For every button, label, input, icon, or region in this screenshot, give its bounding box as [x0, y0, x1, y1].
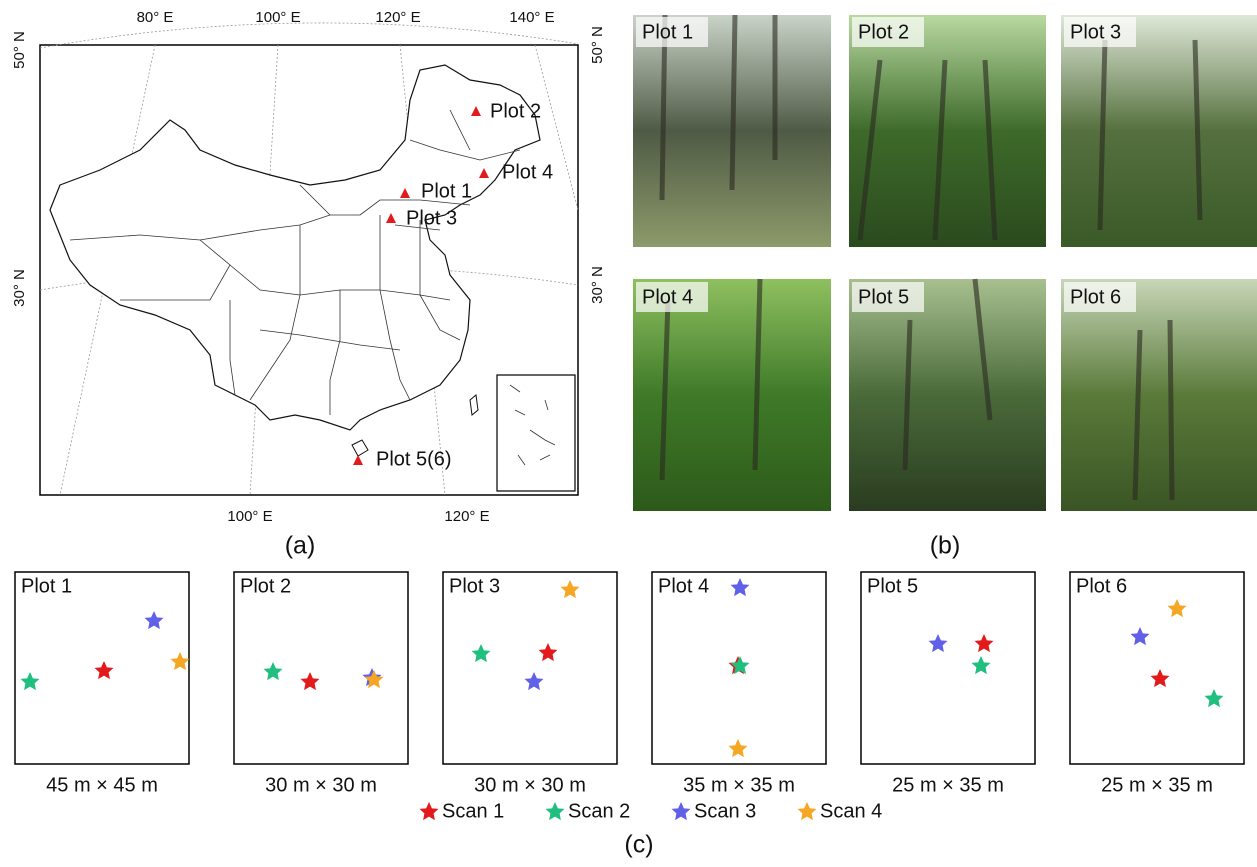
- plot-label: Plot 4: [658, 575, 709, 597]
- lon-tick-label: 140° E: [509, 9, 554, 26]
- photo-label: Plot 4: [642, 286, 693, 308]
- photo-label: Plot 1: [642, 21, 693, 43]
- legend-label: Scan 3: [694, 800, 756, 822]
- lat-tick-label: 30° N: [589, 266, 606, 304]
- photo: [1061, 15, 1257, 247]
- photo: [849, 15, 1046, 247]
- panel-caption: (a): [285, 532, 316, 560]
- plot-size: 25 m × 35 m: [1101, 774, 1213, 796]
- photo-label: Plot 6: [1070, 286, 1121, 308]
- plot-box: Plot 6 25 m × 35 m: [1070, 572, 1244, 796]
- plot-label: Plot 5: [867, 575, 918, 597]
- legend-label: Scan 4: [820, 800, 882, 822]
- legend: Scan 1 Scan 2 Scan 3 Scan 4: [420, 800, 883, 822]
- plot-size: 30 m × 30 m: [474, 774, 586, 796]
- lon-tick-label: 120° E: [444, 508, 489, 525]
- scan-panel: Plot 1 45 m × 45 m Plot 2 30 m × 30 m Pl…: [15, 572, 1244, 859]
- plot-size: 35 m × 35 m: [683, 774, 795, 796]
- panel-caption: (c): [624, 831, 653, 859]
- lat-tick-label: 50° N: [11, 31, 28, 69]
- lat-tick-label: 30° N: [11, 269, 28, 307]
- site-label: Plot 2: [490, 100, 541, 122]
- lon-tick-label: 100° E: [255, 9, 300, 26]
- legend-label: Scan 2: [568, 800, 630, 822]
- photo-panel: Plot 1 Plot 2 Plot 3 Plot 4 Plot 5 Plot …: [633, 15, 1257, 560]
- legend-label: Scan 1: [442, 800, 504, 822]
- lat-tick-label: 50° N: [589, 26, 606, 64]
- figure: Plot 2 Plot 4 Plot 1 Plot 3 Plot 5(6) 80…: [0, 0, 1257, 867]
- plot-size: 45 m × 45 m: [46, 774, 158, 796]
- inset-map: [497, 375, 575, 491]
- photo: [1061, 279, 1257, 511]
- plot-box: Plot 2 30 m × 30 m: [234, 572, 408, 796]
- site-label: Plot 5(6): [376, 448, 452, 470]
- plot-label: Plot 6: [1076, 575, 1127, 597]
- plot-size: 30 m × 30 m: [265, 774, 377, 796]
- photo-label: Plot 2: [858, 21, 909, 43]
- site-label: Plot 4: [502, 161, 553, 183]
- photo-label: Plot 5: [858, 286, 909, 308]
- site-label: Plot 1: [421, 180, 472, 202]
- plot-box: Plot 1 45 m × 45 m: [15, 572, 190, 796]
- lon-tick-label: 100° E: [227, 508, 272, 525]
- lon-tick-label: 120° E: [375, 9, 420, 26]
- lon-tick-label: 80° E: [137, 9, 174, 26]
- plot-size: 25 m × 35 m: [892, 774, 1004, 796]
- plot-label: Plot 2: [240, 575, 291, 597]
- plot-box: Plot 3 30 m × 30 m: [443, 572, 617, 796]
- plot-label: Plot 1: [21, 575, 72, 597]
- map-panel: Plot 2 Plot 4 Plot 1 Plot 3 Plot 5(6) 80…: [11, 9, 606, 560]
- photo: [849, 279, 1046, 511]
- site-label: Plot 3: [406, 207, 457, 229]
- plot-box: Plot 4 35 m × 35 m: [652, 572, 826, 796]
- plot-box: Plot 5 25 m × 35 m: [861, 572, 1035, 796]
- graticule: [40, 23, 578, 48]
- plot-label: Plot 3: [449, 575, 500, 597]
- photo-label: Plot 3: [1070, 21, 1121, 43]
- panel-caption: (b): [930, 532, 961, 560]
